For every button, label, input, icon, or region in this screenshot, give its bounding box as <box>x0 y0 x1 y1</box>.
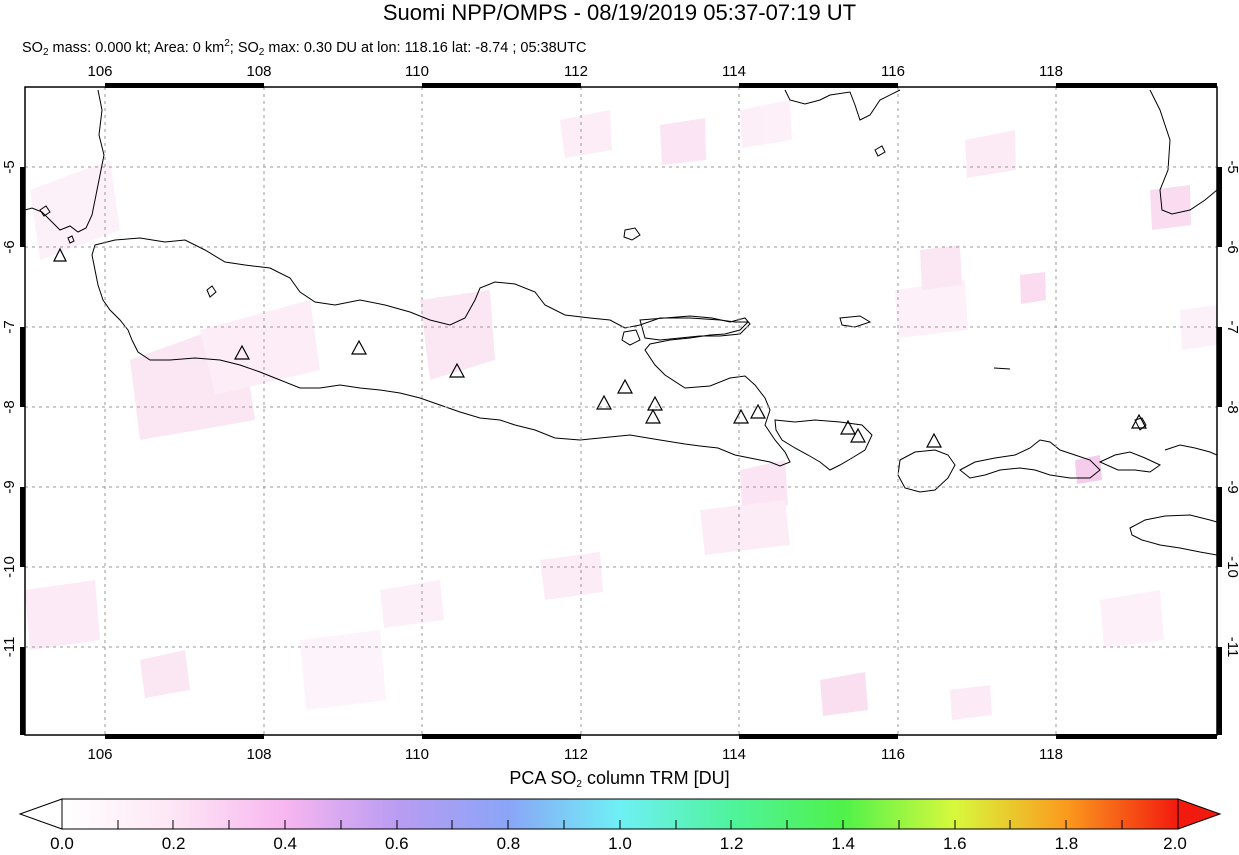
lon-labels-bottom: 106 108 110 112 114 116 118 <box>87 746 1062 763</box>
colorbar-label: 2.0 <box>1163 834 1187 853</box>
colorbar-label: 0.8 <box>496 834 521 853</box>
lon-label: 116 <box>881 63 905 80</box>
triangle-icon <box>749 403 767 419</box>
lat-label: -8 <box>1 400 18 413</box>
lon-label: 112 <box>564 746 588 763</box>
colorbar-title: PCA SO2 column TRM [DU] <box>509 768 730 790</box>
lon-label: 116 <box>881 746 905 763</box>
lat-labels-right: -5 -6 -7 -8 -9 -10 -11 <box>1224 160 1239 657</box>
colorbar <box>18 798 1222 830</box>
lon-label: 106 <box>87 63 112 80</box>
colorbar-label: 1.0 <box>608 834 632 853</box>
coastline-java <box>91 237 791 467</box>
lon-label: 112 <box>564 63 588 80</box>
colorbar-label: 1.6 <box>942 834 967 853</box>
lat-label: -10 <box>1 556 18 578</box>
map-title: Suomi NPP/OMPS - 08/19/2019 05:37-07:19 … <box>382 0 857 25</box>
triangle-icon <box>350 339 368 355</box>
lat-label: -9 <box>1224 480 1239 493</box>
lon-label: 108 <box>246 63 271 80</box>
volcano-markers <box>53 247 1148 448</box>
colorbar-min-arrow <box>18 798 63 830</box>
triangle-icon <box>646 395 664 411</box>
lat-label: -11 <box>1224 637 1239 658</box>
colorbar-labels: 0.0 0.2 0.4 0.6 0.8 1.0 1.2 1.4 1.6 1.8 … <box>0 834 1239 854</box>
lon-label: 118 <box>1039 746 1063 763</box>
map-subtitle: SO2 mass: 0.000 kt; Area: 0 km2; SO2 max… <box>22 38 587 58</box>
triangle-icon <box>616 378 634 394</box>
lat-label: -7 <box>1 320 18 333</box>
triangle-icon <box>595 394 613 410</box>
colorbar-label: 1.4 <box>831 834 856 853</box>
map-frame <box>20 83 1222 739</box>
coastline-sumbawa <box>959 439 1101 479</box>
triangle-icon <box>849 427 867 443</box>
coastline-kalimantan <box>784 89 901 121</box>
triangle-icon <box>53 247 67 262</box>
coastline-sumba <box>1129 514 1217 556</box>
coastline-madura <box>639 315 751 341</box>
lon-label: 118 <box>1039 63 1063 80</box>
lon-labels-top: 106 108 110 112 114 116 118 <box>87 63 1062 80</box>
lat-label: -6 <box>1224 240 1239 253</box>
lat-label: -5 <box>1224 160 1239 173</box>
lat-labels-left: -5 -6 -7 -8 -9 -10 -11 <box>1 160 18 657</box>
triangle-icon <box>1130 413 1148 429</box>
coastline-layer <box>25 89 1217 556</box>
lon-label: 106 <box>87 746 112 763</box>
colorbar-label: 0.6 <box>384 834 409 853</box>
colorbar-label: 0.0 <box>50 834 74 853</box>
so2-pixel-layer <box>25 100 1217 720</box>
triangle-icon <box>233 344 251 360</box>
lon-label: 114 <box>722 746 746 763</box>
lat-label: -11 <box>1 637 18 658</box>
colorbar-label: 1.8 <box>1054 834 1079 853</box>
colorbar-label: 0.2 <box>161 834 186 853</box>
lon-label: 110 <box>405 63 429 80</box>
coastline-bali <box>774 419 873 471</box>
lat-label: -9 <box>1 480 18 493</box>
colorbar-label: 1.2 <box>719 834 744 853</box>
triangle-icon <box>448 362 466 378</box>
lon-label: 110 <box>405 746 429 763</box>
colorbar-label: 0.4 <box>273 834 298 853</box>
coastline-lombok <box>897 449 956 493</box>
lat-label: -8 <box>1224 400 1239 413</box>
lat-label: -5 <box>1 160 18 173</box>
lat-label: -7 <box>1224 320 1239 333</box>
triangle-icon <box>925 432 943 448</box>
lon-label: 114 <box>722 63 746 80</box>
lat-label: -6 <box>1 240 18 253</box>
triangle-icon <box>839 419 857 435</box>
lon-label: 108 <box>246 746 271 763</box>
graticule <box>25 87 1217 735</box>
colorbar-max-arrow <box>1177 798 1222 830</box>
lat-label: -10 <box>1224 556 1239 578</box>
triangle-icon <box>644 408 662 424</box>
triangle-icon <box>732 408 750 424</box>
